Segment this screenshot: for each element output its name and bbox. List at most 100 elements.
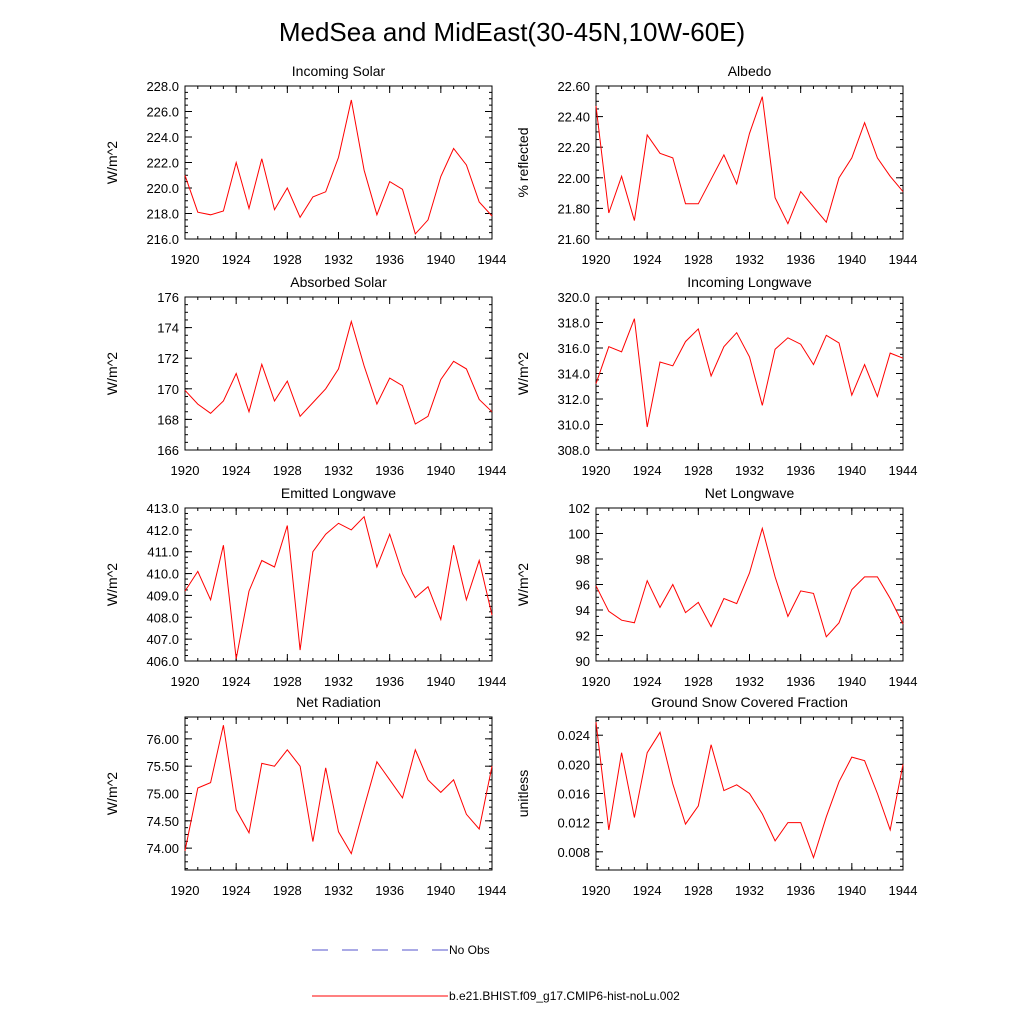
y-tick-label: 218.0	[146, 207, 179, 222]
y-tick-label: 74.00	[146, 841, 179, 856]
y-tick-label: 410.0	[146, 567, 179, 582]
y-tick-label: 314.0	[557, 367, 590, 382]
x-tick-label: 1928	[684, 252, 713, 267]
figure-title: MedSea and MidEast(30-45N,10W-60E)	[279, 17, 745, 47]
x-tick-label: 1944	[889, 252, 918, 267]
x-tick-label: 1944	[478, 252, 507, 267]
legend-model-label: b.e21.BHIST.f09_g17.CMIP6-hist-noLu.002	[449, 989, 680, 1003]
y-tick-label: 412.0	[146, 523, 179, 538]
x-tick-label: 1928	[684, 463, 713, 478]
y-tick-label: 310.0	[557, 418, 590, 433]
panel-title: Emitted Longwave	[281, 485, 396, 501]
x-tick-label: 1944	[478, 674, 507, 689]
series-line	[184, 319, 493, 425]
y-tick-label: 406.0	[146, 654, 179, 669]
x-tick-label: 1928	[273, 252, 302, 267]
chart-panel: Incoming Longwave W/m^2 1920 1924 1928 1932 19…	[515, 274, 917, 478]
x-tick-label: 1924	[633, 252, 662, 267]
y-tick-label: 0.012	[557, 816, 590, 831]
x-tick-label: 1924	[222, 674, 251, 689]
y-axis-label: W/m^2	[104, 772, 120, 815]
panel-title: Incoming Solar	[292, 63, 386, 79]
y-tick-label: 75.00	[146, 787, 179, 802]
y-tick-label: 409.0	[146, 588, 179, 603]
y-tick-label: 92	[576, 629, 590, 644]
y-tick-label: 172	[157, 351, 179, 366]
y-tick-label: 408.0	[146, 610, 179, 625]
x-tick-label: 1920	[171, 674, 200, 689]
x-tick-label: 1936	[375, 883, 404, 898]
plot-frame	[184, 507, 493, 662]
y-axis-label: W/m^2	[515, 352, 531, 395]
plot-frame	[595, 296, 904, 451]
x-tick-label: 1924	[222, 463, 251, 478]
series-line	[595, 96, 904, 225]
y-tick-label: 100	[568, 527, 590, 542]
y-axis-label: % reflected	[515, 127, 531, 197]
series-line	[184, 515, 493, 659]
y-tick-label: 98	[576, 552, 590, 567]
x-tick-label: 1932	[735, 674, 764, 689]
x-tick-label: 1924	[633, 674, 662, 689]
x-tick-label: 1932	[324, 674, 353, 689]
y-axis-label: unitless	[515, 770, 531, 817]
legend: No Obs b.e21.BHIST.f09_g17.CMIP6-hist-no…	[312, 943, 680, 1003]
x-tick-label: 1936	[786, 463, 815, 478]
y-tick-label: 226.0	[146, 105, 179, 120]
chart-panel: Ground Snow Covered Fraction unitless 1920…	[515, 694, 917, 898]
x-tick-label: 1936	[375, 674, 404, 689]
x-tick-label: 1920	[582, 883, 611, 898]
x-tick-label: 1928	[684, 674, 713, 689]
panel-title: Absorbed Solar	[290, 274, 387, 290]
y-tick-label: 22.20	[557, 140, 590, 155]
x-tick-label: 1920	[582, 463, 611, 478]
chart-panel: Incoming Solar W/m^2 1920 1924 1928 1932 1936 1…	[104, 63, 506, 267]
x-tick-label: 1944	[478, 883, 507, 898]
x-tick-label: 1940	[426, 674, 455, 689]
y-tick-label: 22.40	[557, 110, 590, 125]
x-tick-label: 1932	[735, 883, 764, 898]
x-tick-label: 1932	[324, 463, 353, 478]
y-tick-label: 74.50	[146, 814, 179, 829]
x-tick-label: 1944	[889, 674, 918, 689]
y-tick-label: 96	[576, 578, 590, 593]
panel-title: Incoming Longwave	[687, 274, 812, 290]
y-axis-label: W/m^2	[104, 563, 120, 606]
y-tick-label: 413.0	[146, 501, 179, 516]
y-tick-label: 76.00	[146, 732, 179, 747]
x-tick-label: 1940	[426, 252, 455, 267]
y-axis-label: W/m^2	[104, 141, 120, 184]
series-line	[595, 318, 904, 428]
chart-panel: Net Radiation W/m^2 1920 1924 1928 1932 1936 19…	[104, 694, 506, 898]
x-tick-label: 1932	[735, 463, 764, 478]
y-tick-label: 0.016	[557, 787, 590, 802]
x-tick-label: 1928	[273, 883, 302, 898]
y-tick-label: 0.020	[557, 757, 590, 772]
x-tick-label: 1936	[375, 463, 404, 478]
x-tick-label: 1928	[273, 674, 302, 689]
x-tick-label: 1936	[786, 252, 815, 267]
series-line	[184, 725, 493, 855]
y-tick-label: 312.0	[557, 392, 590, 407]
x-tick-label: 1932	[324, 883, 353, 898]
y-tick-label: 407.0	[146, 632, 179, 647]
x-tick-label: 1932	[324, 252, 353, 267]
chart-panel: Net Longwave W/m^2 1920 1924 1928 1932 1936 194…	[515, 485, 917, 689]
x-tick-label: 1944	[889, 463, 918, 478]
series-line	[595, 526, 904, 638]
panel-title: Albedo	[728, 63, 772, 79]
x-tick-label: 1940	[426, 883, 455, 898]
y-tick-label: 320.0	[557, 290, 590, 305]
x-tick-label: 1920	[171, 463, 200, 478]
series-line	[595, 722, 904, 860]
y-axis-label: W/m^2	[515, 563, 531, 606]
y-tick-label: 0.008	[557, 845, 590, 860]
panel-title: Net Longwave	[705, 485, 795, 501]
x-tick-label: 1928	[684, 883, 713, 898]
x-tick-label: 1944	[889, 883, 918, 898]
y-tick-label: 102	[568, 501, 590, 516]
x-tick-label: 1936	[786, 883, 815, 898]
y-tick-label: 224.0	[146, 130, 179, 145]
y-tick-label: 90	[576, 654, 590, 669]
